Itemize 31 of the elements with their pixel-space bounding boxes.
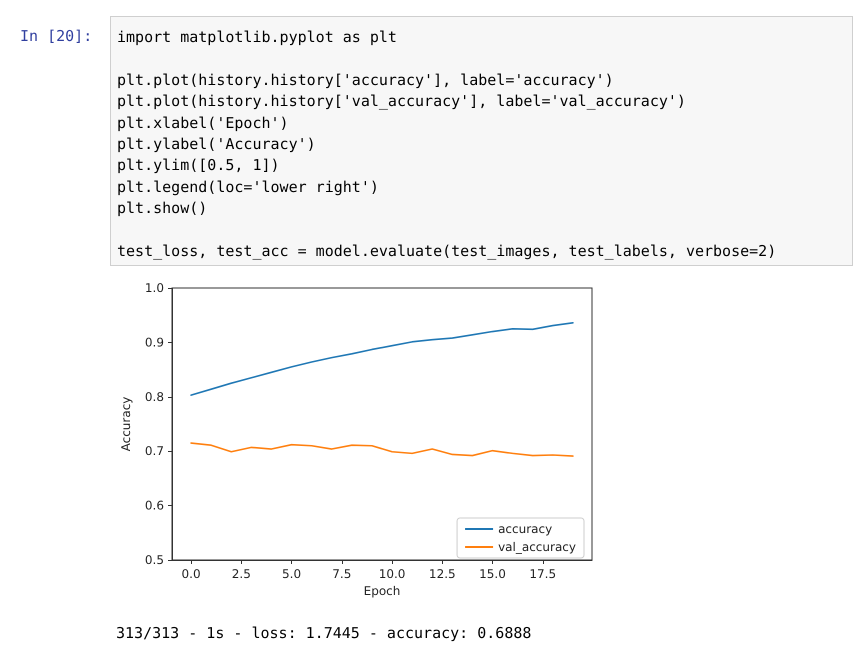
line-series bbox=[190, 322, 574, 396]
legend-label: accuracy bbox=[498, 522, 552, 536]
x-tick-label: 7.5 bbox=[332, 567, 352, 581]
x-tick-label: 15.0 bbox=[479, 567, 506, 581]
text: plt.plot(history.history['accuracy'], label='accuracy') bbox=[117, 70, 615, 91]
text: plt.xlabel('Epoch') bbox=[117, 112, 290, 134]
text: plt.show() bbox=[117, 198, 208, 220]
x-tick-label: 2.5 bbox=[232, 567, 251, 581]
text: In [20]: bbox=[20, 27, 92, 45]
text: test_loss, test_acc = model.evaluate(test_images, test_labels, verbose=2) bbox=[117, 240, 778, 262]
y-axis-title: Accuracy bbox=[119, 396, 133, 452]
text: 313/313 - 1s - loss: 1.7445 - accuracy: 0.6888 bbox=[116, 624, 532, 642]
x-tick-label: 17.5 bbox=[529, 567, 556, 581]
x-tick-label: 12.5 bbox=[428, 567, 456, 581]
y-tick-label: 0.5 bbox=[144, 553, 164, 567]
y-tick-label: 0.9 bbox=[144, 335, 164, 350]
y-tick-label: 0.6 bbox=[144, 498, 164, 513]
x-tick-label: 5.0 bbox=[282, 567, 302, 581]
text: plt.ylabel('Accuracy') bbox=[117, 134, 317, 155]
y-tick-label: 0.8 bbox=[144, 390, 164, 404]
y-tick-label: 0.7 bbox=[144, 444, 164, 458]
text: plt.ylim([0.5, 1]) bbox=[117, 155, 281, 176]
text: plt.plot(history.history['val_accuracy'], label='val_accuracy') bbox=[117, 91, 687, 112]
x-axis-title: Epoch bbox=[364, 584, 400, 598]
text: import matplotlib.pyplot as plt bbox=[117, 27, 398, 48]
x-tick-label: 10.0 bbox=[378, 567, 406, 581]
legend-label: val_accuracy bbox=[498, 540, 576, 554]
line-series bbox=[190, 442, 574, 457]
text: plt.legend(loc='lower right') bbox=[117, 176, 380, 198]
x-tick-label: 0.0 bbox=[182, 567, 201, 581]
y-tick-label: 1.0 bbox=[144, 281, 164, 295]
